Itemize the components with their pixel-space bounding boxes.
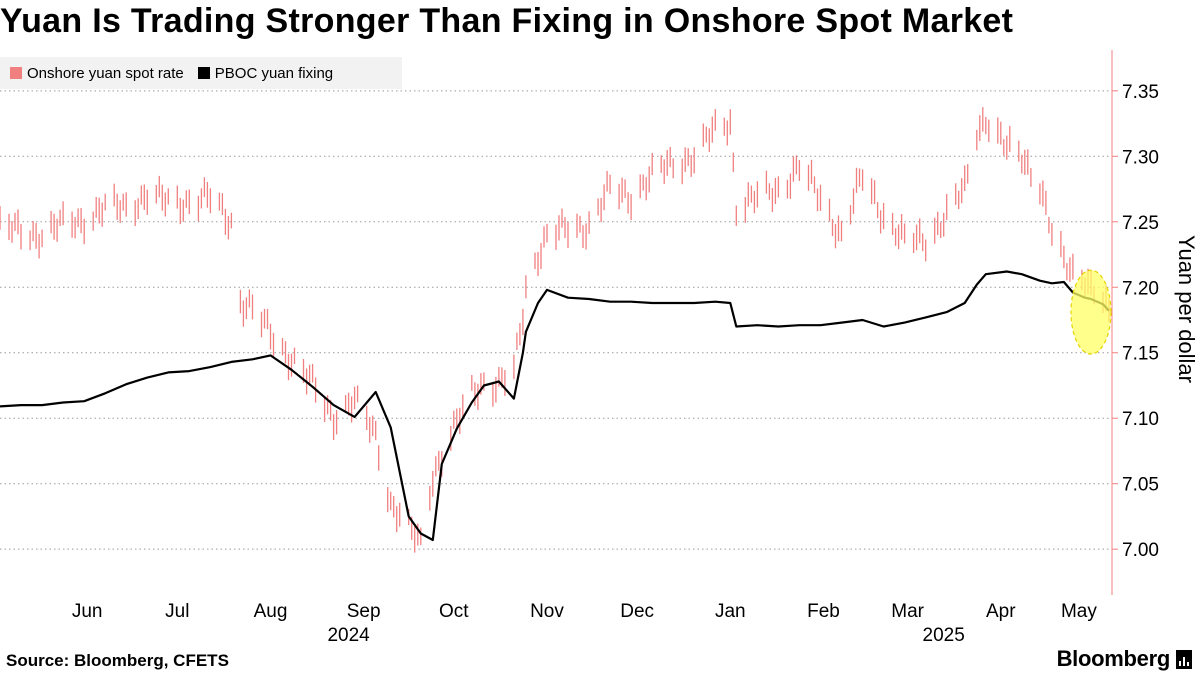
- y-tick-label: 7.20: [1122, 278, 1159, 299]
- x-month-label: May: [1061, 601, 1097, 622]
- chart-title: Yuan Is Trading Stronger Than Fixing in …: [0, 2, 1014, 40]
- legend-spot-label: Onshore yuan spot rate: [27, 64, 184, 82]
- x-month-label: Jul: [165, 601, 189, 622]
- x-month-label: Feb: [807, 601, 840, 622]
- bloomberg-logo-icon: [1176, 649, 1192, 669]
- y-axis-title: Yuan per dollar: [1174, 235, 1199, 383]
- y-tick-label: 7.15: [1122, 344, 1159, 365]
- y-tick-label: 7.10: [1122, 409, 1159, 430]
- x-month-label: Mar: [891, 601, 924, 622]
- x-month-label: Nov: [530, 601, 564, 622]
- source-note: Source: Bloomberg, CFETS: [6, 651, 229, 670]
- x-month-label: Dec: [620, 601, 654, 622]
- x-month-label: Apr: [986, 601, 1016, 622]
- y-tick-label: 7.30: [1122, 147, 1159, 168]
- x-axis-ticks: Jun Jul Aug Sep Oct Nov Dec Jan Feb Mar Apr May 2024…: [72, 601, 1098, 646]
- legend-item-spot: Onshore yuan spot rate: [10, 65, 184, 82]
- spot-series: [0, 107, 1110, 553]
- grid-lines: [0, 90, 1112, 550]
- x-year-label: 2025: [923, 625, 965, 646]
- y-tick-label: 7.25: [1122, 213, 1159, 234]
- spot-swatch-icon: [10, 67, 22, 79]
- legend: Onshore yuan spot rate PBOC yuan fixing: [0, 57, 402, 89]
- x-year-label: 2024: [327, 625, 370, 646]
- x-month-label: Sep: [347, 601, 381, 622]
- legend-fixing-label: PBOC yuan fixing: [214, 64, 334, 82]
- fixing-swatch-icon: [197, 67, 210, 79]
- brand-logo: Bloomberg: [1057, 646, 1192, 672]
- x-month-label: Oct: [439, 601, 469, 622]
- x-month-label: Aug: [254, 601, 288, 622]
- legend-item-fixing: PBOC yuan fixing: [197, 64, 334, 82]
- fixing-series-line: [0, 270, 1110, 542]
- highlight-circle: [1070, 269, 1112, 355]
- brand-name: Bloomberg: [1056, 646, 1171, 671]
- y-tick-label: 7.00: [1122, 540, 1159, 561]
- y-tick-label: 7.35: [1122, 82, 1159, 103]
- y-axis-ticks: 7.00 7.05 7.10 7.15 7.20 7.25 7.30 7.35: [1112, 82, 1159, 561]
- x-month-label: Jun: [72, 601, 103, 622]
- x-month-label: Jan: [715, 601, 746, 622]
- y-axis-title-text: Yuan per dollar: [1174, 235, 1199, 383]
- y-tick-label: 7.05: [1122, 475, 1159, 496]
